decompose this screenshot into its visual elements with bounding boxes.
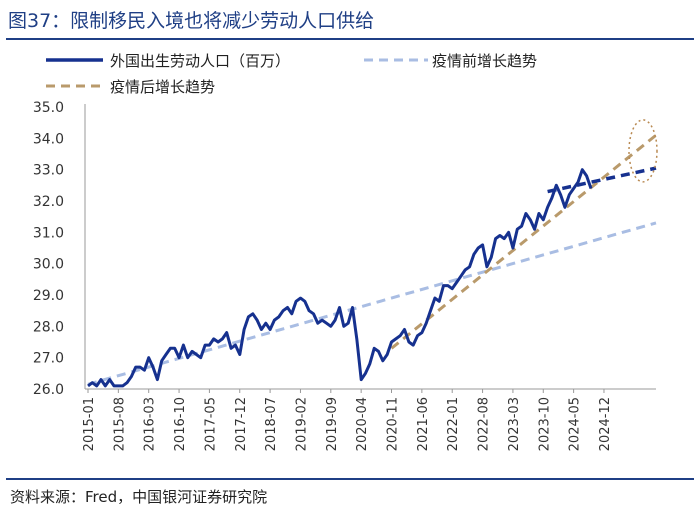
x-tick-label: 2020-04	[355, 397, 370, 451]
title-divider	[6, 38, 694, 40]
x-tick-label: 2023-03	[507, 397, 522, 451]
x-tick-label: 2024-12	[598, 397, 613, 451]
plot-area	[87, 119, 658, 388]
legend-label-post-trend: 疫情后增长趋势	[110, 78, 215, 96]
x-tick-labels: 2015-01 2015-08 2016-03 2016-10 2017-05 2017-…	[82, 389, 613, 451]
source-note: 资料来源：Fred，中国银河证券研究院	[10, 488, 268, 506]
y-tick-label: 32.0	[33, 194, 64, 210]
y-tick-label: 27.0	[33, 351, 64, 367]
figure-title: 图37：限制移民入境也将减少劳动人口供给	[8, 10, 375, 32]
y-tick-label: 30.0	[33, 257, 64, 273]
x-tick-label: 2016-10	[173, 397, 188, 451]
source-divider	[6, 478, 694, 480]
series-line-pre-trend	[87, 221, 657, 386]
x-tick-label: 2017-12	[234, 397, 249, 451]
y-tick-label: 26.0	[33, 382, 64, 398]
y-tick-labels: 26.0 27.0 28.0 29.0 30.0 31.0 32.0 33.0 34.0 35.0	[33, 100, 64, 398]
y-tick-label: 33.0	[33, 163, 64, 179]
legend-label-foreign-born: 外国出生劳动人口（百万）	[110, 52, 290, 70]
x-tick-label: 2015-01	[82, 397, 97, 451]
x-tick-label: 2015-08	[112, 397, 127, 451]
x-tick-label: 2024-05	[568, 397, 583, 451]
x-tick-label: 2019-02	[294, 397, 309, 451]
y-tick-label: 29.0	[33, 288, 64, 304]
legend-label-pre-trend: 疫情前增长趋势	[432, 52, 537, 70]
x-tick-label: 2021-06	[416, 397, 431, 451]
y-tick-label: 31.0	[33, 225, 64, 241]
line-chart: 外国出生劳动人口（百万） 疫情前增长趋势 疫情后增长趋势 26.0 27.0 28.…	[33, 52, 658, 451]
x-tick-label: 2020-11	[386, 397, 401, 451]
x-tick-label: 2022-08	[477, 397, 492, 451]
y-tick-label: 35.0	[33, 100, 64, 116]
y-tick-label: 34.0	[33, 131, 64, 147]
x-tick-label: 2019-09	[325, 397, 340, 451]
x-tick-label: 2016-03	[143, 397, 158, 451]
series-line-recent-trend	[547, 166, 657, 194]
highlight-ellipse	[628, 119, 658, 183]
x-tick-label: 2022-01	[446, 397, 461, 451]
y-tick-label: 28.0	[33, 319, 64, 335]
series-line-foreign-born	[87, 168, 593, 388]
x-tick-label: 2023-10	[537, 397, 552, 451]
series-line-post-trend	[390, 134, 657, 350]
x-tick-label: 2017-05	[203, 397, 218, 451]
x-tick-label: 2018-07	[264, 397, 279, 451]
chart-legend: 外国出生劳动人口（百万） 疫情前增长趋势 疫情后增长趋势	[46, 52, 537, 96]
